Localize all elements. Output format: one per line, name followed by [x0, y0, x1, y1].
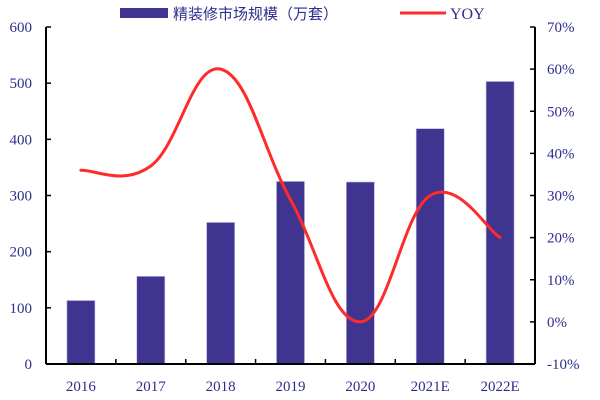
bar-series [66, 81, 515, 365]
bar-2021E [415, 128, 445, 365]
bar-2017 [136, 276, 166, 365]
bar-2019 [276, 181, 305, 365]
right-tick-label: 20% [547, 231, 575, 247]
right-tick-label: -10% [547, 357, 580, 373]
bar-2018 [206, 222, 235, 365]
left-tick-label: 100 [10, 301, 33, 317]
legend-bar-label: 精装修市场规模（万套） [173, 5, 338, 23]
right-tick-label: 30% [547, 189, 575, 205]
x-label-2021E: 2021E [411, 379, 450, 395]
yoy-line [79, 67, 502, 324]
right-tick-label: 40% [547, 146, 575, 162]
x-label-2019: 2019 [276, 379, 306, 395]
x-label-2022E: 2022E [480, 379, 519, 395]
right-tick-label: 0% [547, 315, 567, 331]
x-label-2016: 2016 [66, 379, 97, 395]
left-tick-label: 400 [10, 132, 33, 148]
right-tick-label: 10% [547, 273, 575, 289]
line-series [79, 67, 502, 324]
right-axis-ticks: -10% 0% 10% 20% 30% 40% 50% 60% 70% [530, 20, 580, 373]
bar-2022E [485, 81, 515, 365]
legend: 精装修市场规模（万套） YOY [120, 5, 485, 23]
left-axis-ticks: 0 100 200 300 400 500 600 [10, 20, 51, 373]
legend-line-label: YOY [450, 6, 485, 23]
bar-2016 [66, 300, 96, 365]
legend-bar-swatch [120, 8, 168, 18]
left-tick-label: 300 [10, 189, 33, 205]
x-label-2020: 2020 [345, 379, 375, 395]
x-label-2018: 2018 [206, 379, 236, 395]
left-tick-label: 500 [10, 76, 33, 92]
right-tick-label: 50% [547, 104, 575, 120]
right-tick-label: 70% [547, 20, 575, 36]
x-axis-labels: 2016 2017 2018 2019 2020 2021E 2022E [66, 379, 520, 395]
bar-2020 [346, 181, 375, 365]
left-tick-label: 200 [10, 245, 33, 261]
right-tick-label: 60% [547, 62, 575, 78]
x-label-2017: 2017 [136, 379, 167, 395]
left-tick-label: 0 [25, 357, 33, 373]
left-tick-label: 600 [10, 20, 33, 36]
